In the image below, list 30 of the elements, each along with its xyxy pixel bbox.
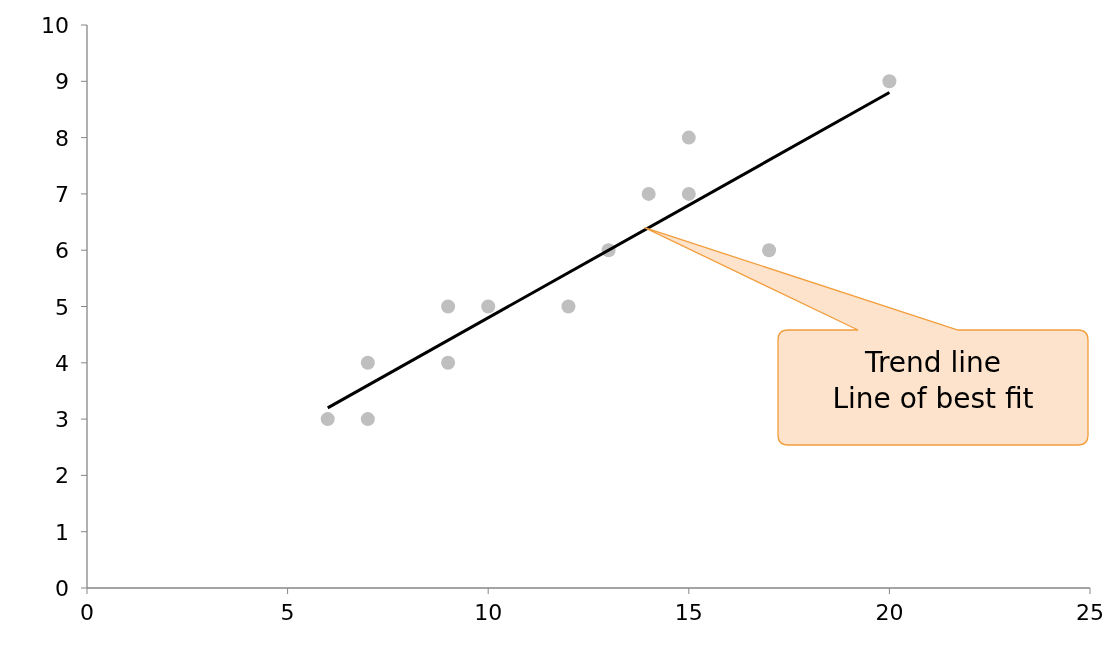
y-tick-label: 2 [55,463,69,489]
point [681,130,696,145]
point [441,299,456,314]
y-tick-label: 8 [55,125,69,151]
point [360,355,375,370]
y-tick-label: 7 [55,181,69,207]
point [882,74,897,89]
y-tick-label: 9 [55,69,69,95]
x-tick-label: 20 [875,600,904,625]
y-tick-label: 6 [55,238,69,264]
x-tick-label: 5 [280,600,295,625]
point [481,299,496,314]
annotation: Trend line Line of best fit [832,346,1034,415]
x-tick-label: 15 [674,600,703,625]
point [441,355,456,370]
point [762,243,777,258]
x-tick-label: 25 [1076,600,1104,625]
y-tick-label: 3 [55,407,69,433]
y-tick-label: 10 [41,13,69,38]
point [681,186,696,201]
y-tick-label: 1 [55,519,69,545]
y-tick-label: 0 [55,576,69,601]
y-tick-label: 4 [55,350,69,376]
point [641,186,656,201]
point [561,299,576,314]
y-tick-label: 5 [55,294,69,320]
x-tick-label: 10 [474,600,503,625]
point [320,412,335,427]
point [360,412,375,427]
x-tick-label: 0 [80,600,94,625]
